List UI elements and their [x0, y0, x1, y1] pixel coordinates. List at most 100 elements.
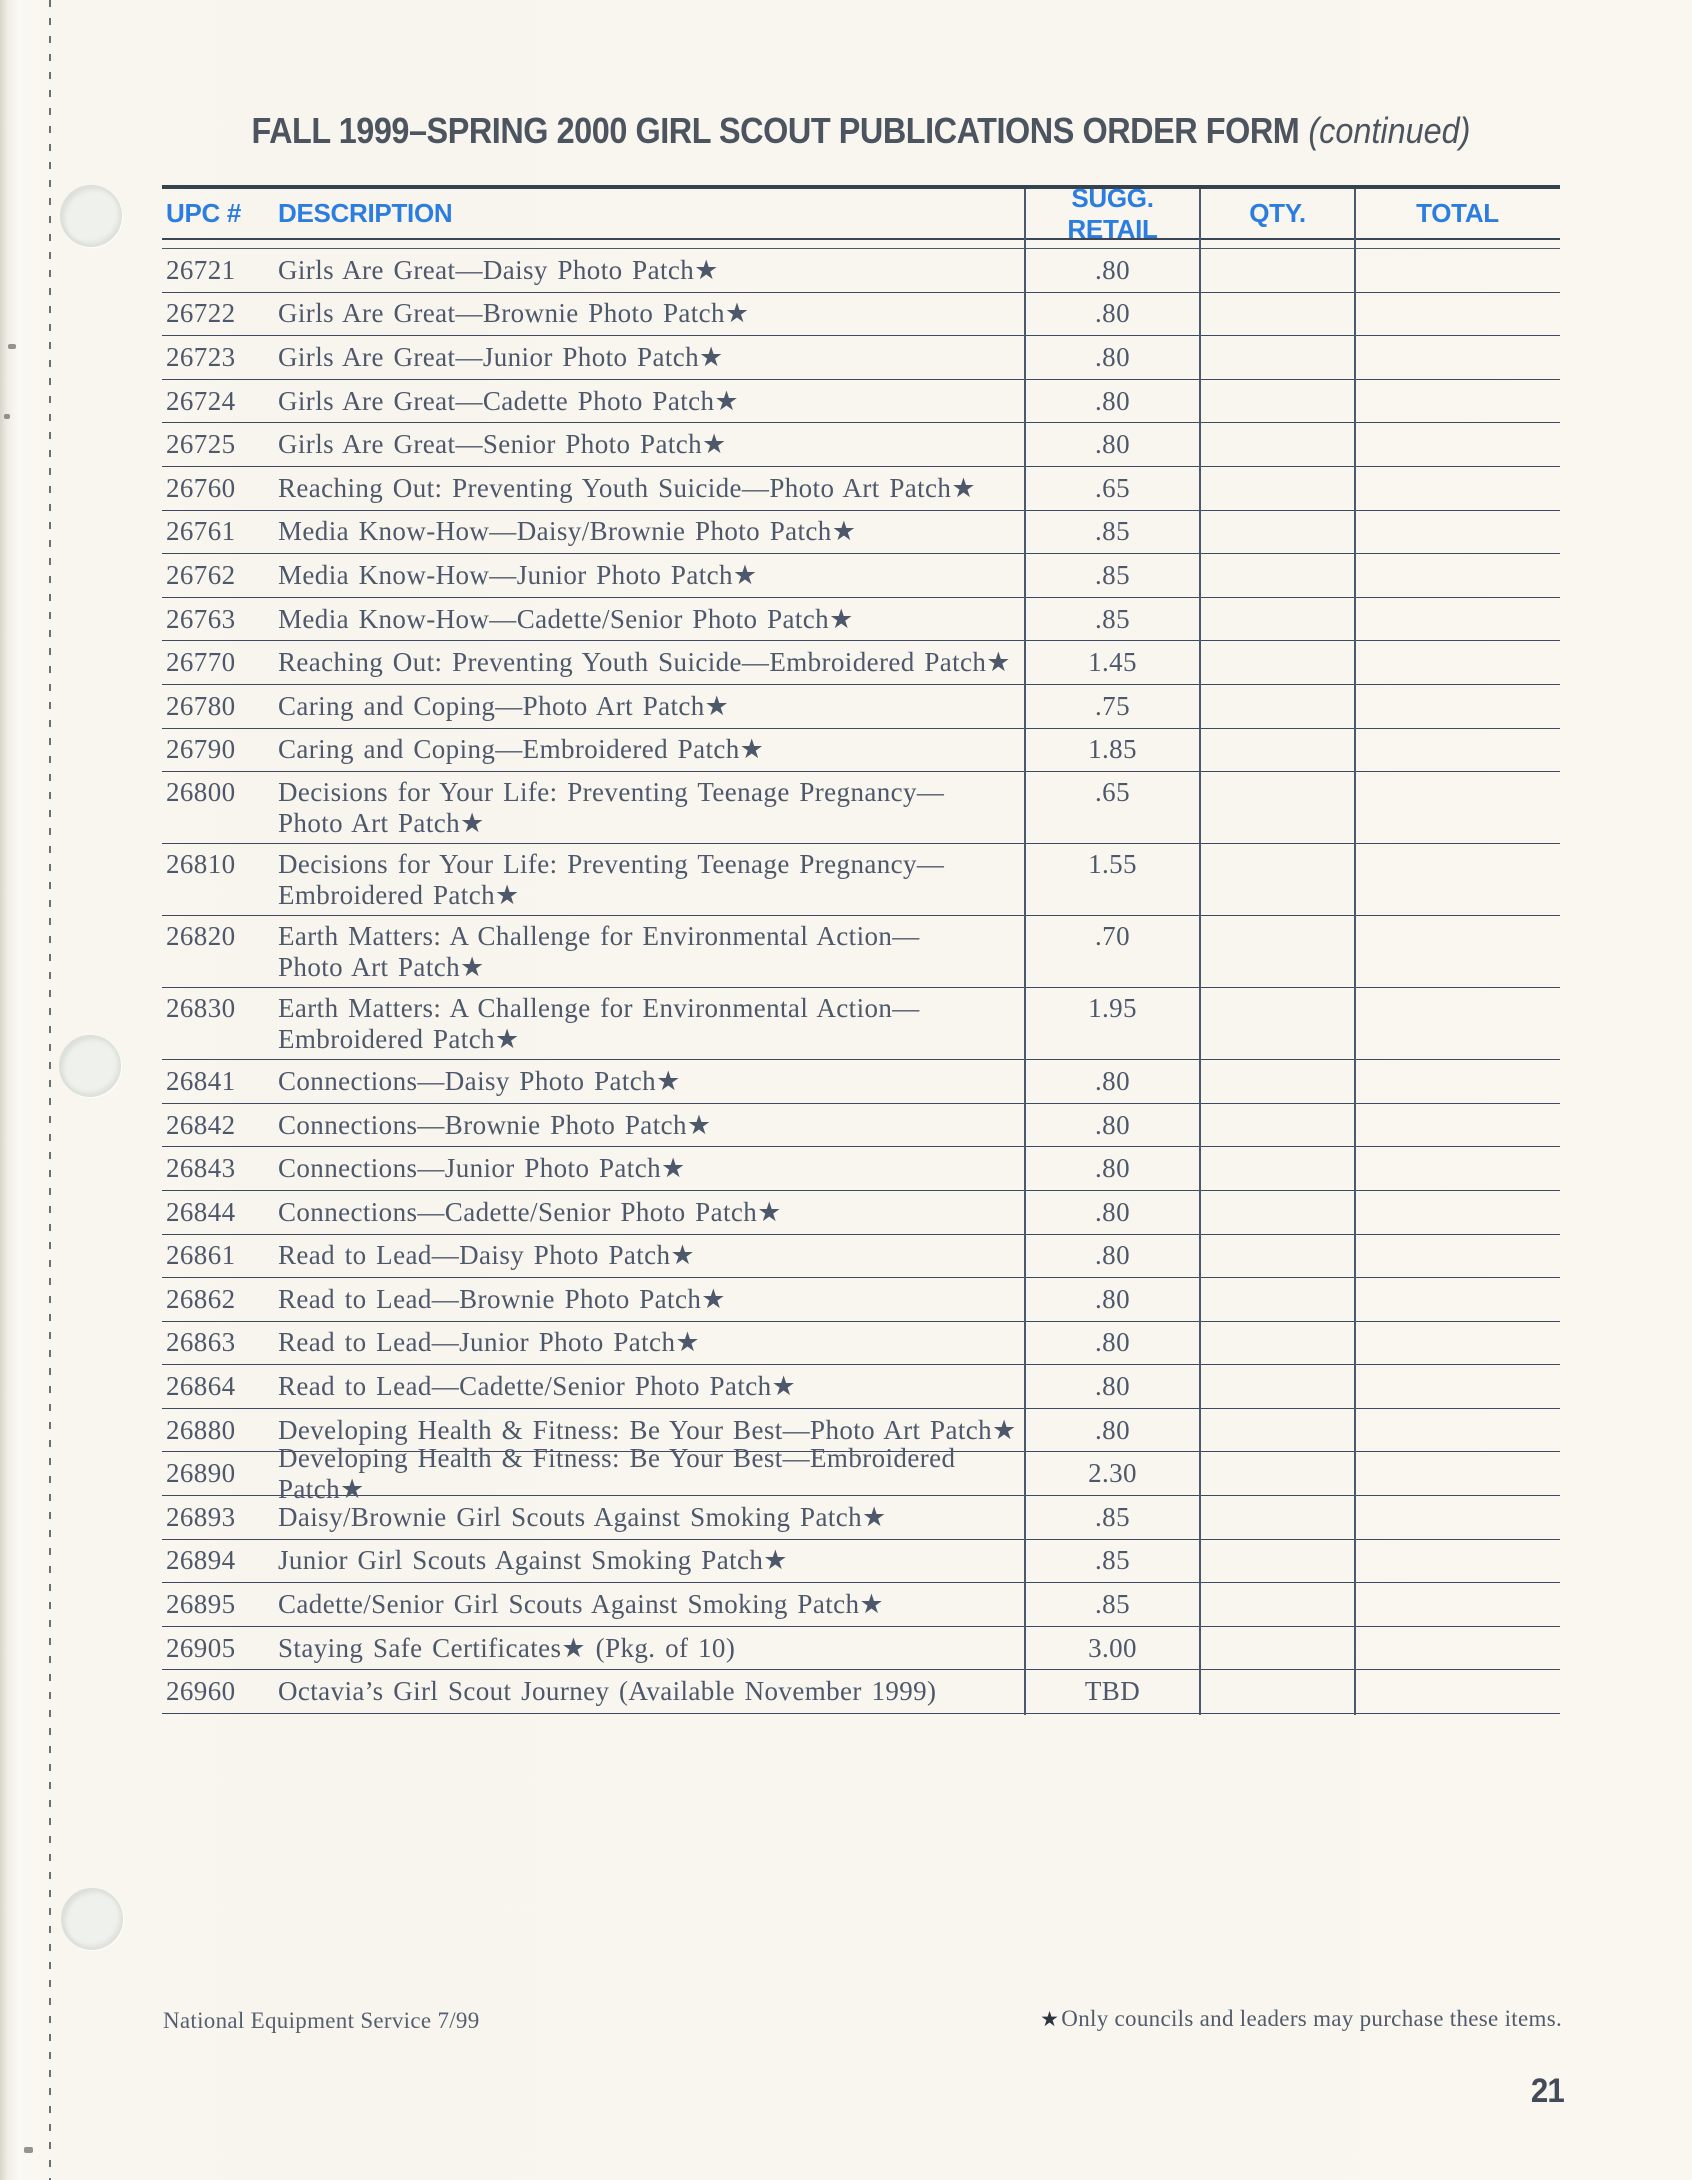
upc-cell: 26820	[166, 921, 236, 952]
upc-cell: 26842	[166, 1109, 236, 1140]
description-cell: Developing Health & Fitness: Be Your Bes…	[278, 1409, 1025, 1452]
column-header-sugg-retail: SUGG. RETAIL	[1067, 182, 1158, 244]
description-line: Girls Are Great—Brownie Photo Patch★	[278, 298, 750, 329]
upc-cell: 26810	[166, 849, 236, 880]
qty-cell	[1200, 772, 1355, 843]
total-cell	[1355, 511, 1560, 554]
sugg-retail-cell: .85	[1095, 1545, 1130, 1576]
table-row: 26724 Girls Are Great—Cadette Photo Patch…	[162, 380, 1560, 424]
total-cell	[1355, 1235, 1560, 1278]
description-cell: Earth Matters: A Challenge for Environme…	[278, 916, 1025, 987]
upc-cell: 26722	[166, 298, 236, 329]
description-cell: Media Know-How—Daisy/Brownie Photo Patch…	[278, 511, 1025, 554]
table-row: 26890 Developing Health & Fitness: Be You…	[162, 1443, 1560, 1504]
description-line: Read to Lead—Brownie Photo Patch★	[278, 1283, 726, 1314]
description-line: Connections—Daisy Photo Patch★	[278, 1065, 681, 1096]
upc-cell: 26762	[166, 559, 236, 590]
punch-hole	[59, 1035, 121, 1097]
scan-speck	[24, 2147, 33, 2153]
qty-cell	[1200, 423, 1355, 466]
description-cell: Girls Are Great—Cadette Photo Patch★	[278, 380, 1025, 423]
description-cell: Girls Are Great—Brownie Photo Patch★	[278, 293, 1025, 336]
upc-cell: 26724	[166, 385, 236, 416]
description-cell: Staying Safe Certificates★ (Pkg. of 10)	[278, 1627, 1025, 1670]
table-row: 26762 Media Know-How—Junior Photo Patch★.…	[162, 554, 1560, 598]
total-cell	[1355, 293, 1560, 336]
description-cell: Connections—Brownie Photo Patch★	[278, 1104, 1025, 1147]
table-row: 26905 Staying Safe Certificates★ (Pkg. of…	[162, 1627, 1560, 1671]
total-cell	[1355, 1583, 1560, 1626]
column-header-upc: UPC #	[166, 198, 242, 228]
table-row: 26760 Reaching Out: Preventing Youth Suic…	[162, 467, 1560, 511]
description-line: Decisions for Your Life: Preventing Teen…	[278, 777, 945, 808]
sugg-retail-cell: .85	[1095, 1501, 1130, 1532]
qty-cell	[1200, 1147, 1355, 1190]
description-cell: Daisy/Brownie Girl Scouts Against Smokin…	[278, 1496, 1025, 1539]
page-title-main: FALL 1999–SPRING 2000 GIRL SCOUT PUBLICA…	[251, 110, 1300, 151]
table-row: 26861 Read to Lead—Daisy Photo Patch★ .80	[162, 1235, 1560, 1279]
table-row: 26780 Caring and Coping—Photo Art Patch★.…	[162, 685, 1560, 729]
qty-cell	[1200, 511, 1355, 554]
table-row: 26893 Daisy/Brownie Girl Scouts Against S…	[162, 1496, 1560, 1540]
qty-cell	[1200, 336, 1355, 379]
qty-cell	[1200, 1104, 1355, 1147]
footnote: ★Only councils and leaders may purchase …	[1040, 2006, 1562, 2032]
sugg-retail-cell: .80	[1095, 1371, 1130, 1402]
upc-cell: 26800	[166, 777, 236, 808]
upc-cell: 26895	[166, 1589, 236, 1620]
description-line: Read to Lead—Daisy Photo Patch★	[278, 1240, 696, 1271]
qty-cell	[1200, 916, 1355, 987]
punch-hole	[61, 1888, 123, 1950]
description-line: Media Know-How—Daisy/Brownie Photo Patch…	[278, 516, 857, 547]
total-cell	[1355, 844, 1560, 915]
sugg-retail-cell: .85	[1095, 559, 1130, 590]
total-cell	[1355, 1278, 1560, 1321]
description-cell: Read to Lead—Brownie Photo Patch★	[278, 1278, 1025, 1321]
qty-cell	[1200, 467, 1355, 510]
qty-cell	[1200, 1452, 1355, 1495]
sugg-retail-cell: .65	[1095, 777, 1130, 808]
table-row: 26761 Media Know-How—Daisy/Brownie Photo …	[162, 511, 1560, 555]
qty-cell	[1200, 1540, 1355, 1583]
table-body: 26721 Girls Are Great—Daisy Photo Patch★.…	[162, 249, 1560, 1715]
description-line: Developing Health & Fitness: Be Your Bes…	[278, 1442, 956, 1504]
sugg-retail-cell: .80	[1095, 1109, 1130, 1140]
total-cell	[1355, 641, 1560, 684]
total-cell	[1355, 685, 1560, 728]
sugg-retail-cell: .80	[1095, 385, 1130, 416]
table-row: 26960 Octavia’s Girl Scout Journey (Avail…	[162, 1670, 1560, 1715]
total-cell	[1355, 1496, 1560, 1539]
scan-speck	[4, 414, 10, 419]
sugg-retail-cell: .75	[1095, 690, 1130, 721]
footer-imprint: National Equipment Service 7/99	[163, 2008, 480, 2033]
qty-cell	[1200, 1322, 1355, 1365]
description-cell: Earth Matters: A Challenge for Environme…	[278, 988, 1025, 1059]
total-cell	[1355, 772, 1560, 843]
upc-cell: 26890	[166, 1458, 236, 1489]
description-line: Read to Lead—Cadette/Senior Photo Patch★	[278, 1371, 797, 1402]
sugg-retail-cell: .85	[1095, 1589, 1130, 1620]
header-double-rule	[162, 240, 1560, 249]
qty-cell	[1200, 729, 1355, 772]
description-cell: Connections—Cadette/Senior Photo Patch★	[278, 1191, 1025, 1234]
table-row: 26880 Developing Health & Fitness: Be You…	[162, 1409, 1560, 1453]
description-cell: Cadette/Senior Girl Scouts Against Smoki…	[278, 1583, 1025, 1626]
upc-cell: 26770	[166, 647, 236, 678]
sugg-retail-cell: 1.45	[1088, 647, 1137, 678]
total-cell	[1355, 1627, 1560, 1670]
table-row: 26864 Read to Lead—Cadette/Senior Photo P…	[162, 1365, 1560, 1409]
upc-cell: 26880	[166, 1414, 236, 1445]
description-cell: Reaching Out: Preventing Youth Suicide—P…	[278, 467, 1025, 510]
star-icon: ★	[1040, 2007, 1060, 2031]
table-row: 26842 Connections—Brownie Photo Patch★ .80	[162, 1104, 1560, 1148]
total-cell	[1355, 1104, 1560, 1147]
table-row: 26895 Cadette/Senior Girl Scouts Against …	[162, 1583, 1560, 1627]
upc-cell: 26863	[166, 1327, 236, 1358]
qty-cell	[1200, 1583, 1355, 1626]
description-line: Caring and Coping—Embroidered Patch★	[278, 734, 765, 765]
description-cell: Octavia’s Girl Scout Journey (Available …	[278, 1670, 1025, 1713]
description-cell: Developing Health & Fitness: Be Your Bes…	[278, 1443, 1025, 1504]
total-cell	[1355, 1540, 1560, 1583]
qty-cell	[1200, 685, 1355, 728]
description-cell: Decisions for Your Life: Preventing Teen…	[278, 772, 1025, 843]
